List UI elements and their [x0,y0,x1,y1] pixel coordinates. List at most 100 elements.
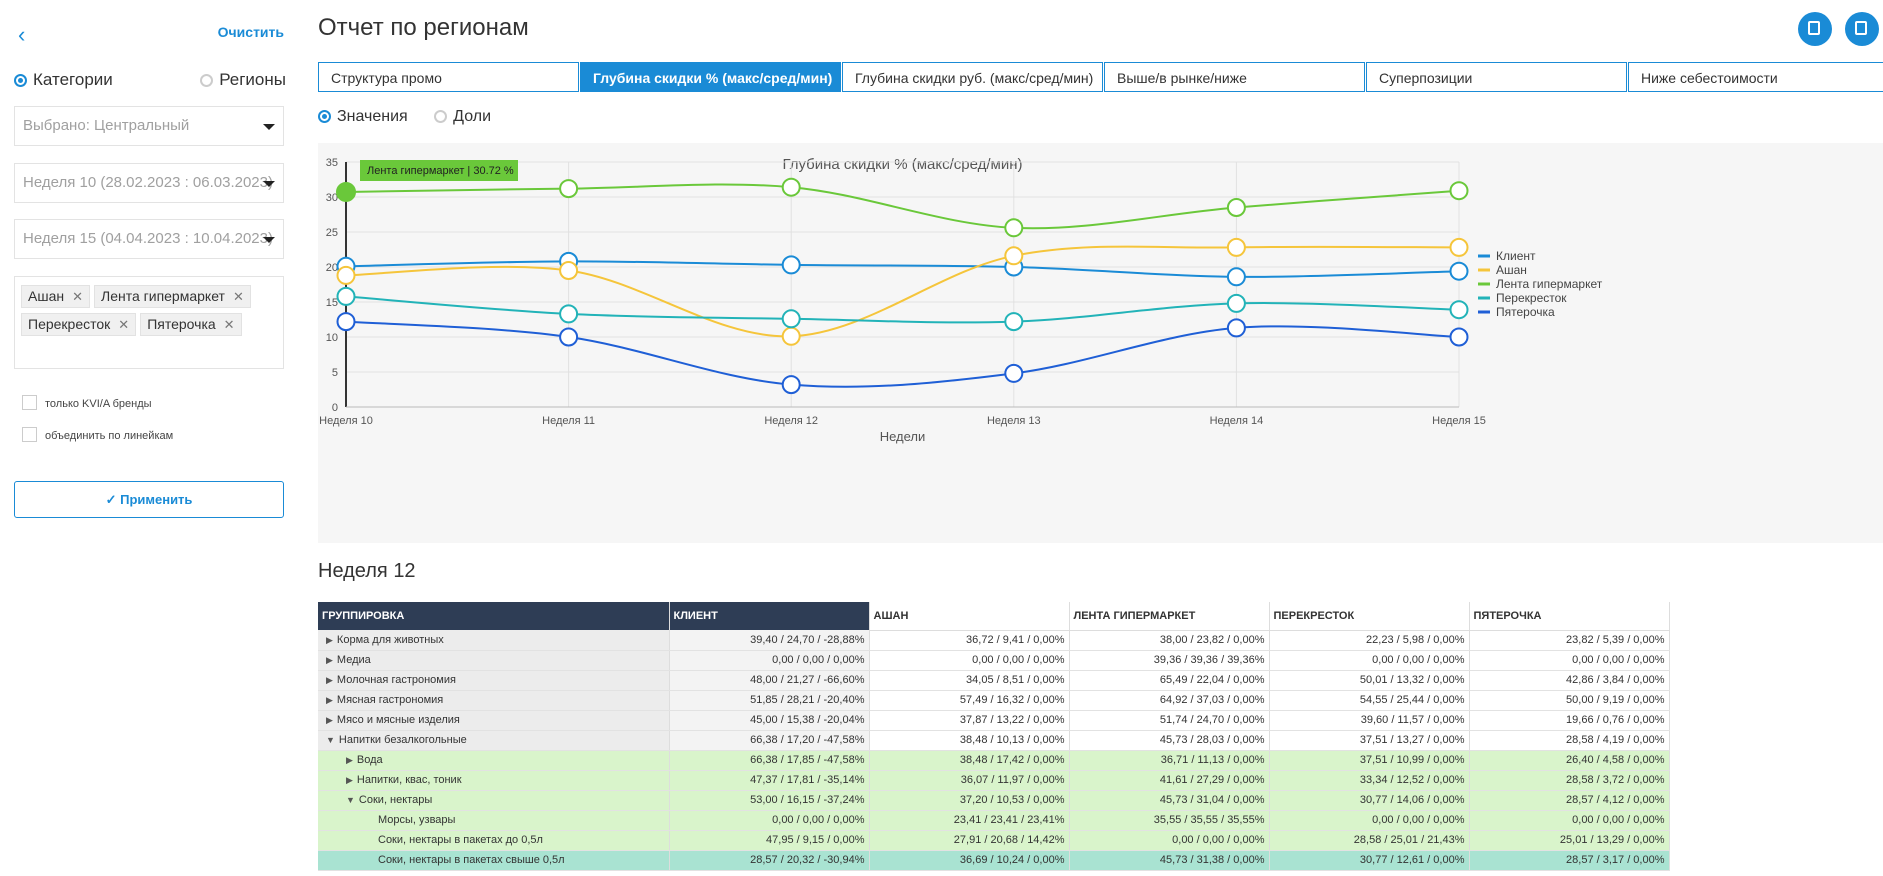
chevron-left-icon[interactable]: ‹ [18,22,26,47]
data-point [781,177,801,197]
value-cell: 37,51 / 13,27 / 0,00% [1269,730,1470,751]
value-cell: 53,00 / 16,15 / -37,24% [669,790,870,811]
value-cell: 50,00 / 9,19 / 0,00% [1469,690,1670,711]
radio-shares[interactable]: Доли [434,108,513,125]
caret-down-icon [263,237,275,243]
table-row[interactable]: ▶ Вода 66,38 / 17,85 / -47,58% 38,48 / 17,4… [318,750,1670,771]
value-cell: 30,77 / 14,06 / 0,00% [1269,790,1470,811]
expand-icon[interactable]: ▶ [326,634,333,645]
data-point [336,286,356,306]
table-row[interactable]: ▶ Медиа 0,00 / 0,00 / 0,00% 0,00 / 0,00 / 0… [318,650,1670,671]
table-row[interactable]: ▶ Мясо и мясные изделия 45,00 / 15,38 / -2… [318,710,1670,731]
row-group-cell: Соки, нектары в пакетах до 0,5л [318,830,670,851]
value-cell: 0,00 / 0,00 / 0,00% [869,650,1070,671]
radio-categories[interactable]: Категории [14,70,113,90]
radio-regions[interactable]: Регионы [200,70,286,90]
table-row[interactable]: ▼ Напитки безалкогольные 66,38 / 17,20 / -… [318,730,1670,751]
table-row[interactable]: Морсы, узвары 0,00 / 0,00 / 0,00% 23,41 / … [318,810,1670,831]
series-line [345,245,1460,338]
clear-button[interactable]: Очистить [217,24,284,40]
data-point [1449,181,1469,201]
download-pdf-icon[interactable] [1798,12,1832,46]
series-line [345,295,1460,324]
header-pyaterochka[interactable]: ПЯТЕРОЧКА [1469,602,1670,631]
radio-on-icon [14,74,27,87]
kvi-checkbox[interactable]: только KVI/A бренды [22,395,152,410]
apply-button[interactable]: ✓ Применить [14,481,284,518]
collapse-icon[interactable]: ▼ [326,735,335,745]
close-icon[interactable]: ✕ [232,289,244,304]
expand-icon[interactable]: ▶ [326,655,333,665]
export-excel-icon[interactable] [1845,12,1879,46]
row-group-cell: ▶ Мясная гастрономия [318,690,670,711]
value-cell: 39,40 / 24,70 / -28,88% [669,630,870,651]
header-client[interactable]: КЛИЕНТ [669,602,870,630]
value-cell: 51,85 / 28,21 / -20,40% [669,690,870,711]
close-icon[interactable]: ✕ [118,317,130,332]
table-row[interactable]: ▶ Напитки, квас, тоник 47,37 / 17,81 / -35… [318,770,1670,791]
expand-icon[interactable]: ▶ [326,695,333,705]
region-select[interactable]: Выбрано: Центральный [14,106,284,146]
value-cell: 27,91 / 20,68 / 14,42% [869,830,1070,851]
data-point [559,261,579,280]
value-cell: 57,49 / 16,32 / 0,00% [869,690,1070,711]
row-label: Мясная гастрономия [336,694,444,706]
row-label: Соки, нектары в пакетах до 0,5л [378,834,543,846]
data-point [1449,300,1469,320]
tab-discount-percent[interactable]: Глубина скидки % (макс/сред/мин) [580,62,841,92]
value-cell: 48,00 / 21,27 / -66,60% [669,670,870,691]
tab-promo-structure[interactable]: Структура промо [318,62,579,92]
row-label: Молочная гастрономия [336,674,456,686]
x-tick-label: Неделя 15 [1432,415,1486,427]
tab-below-cost[interactable]: Ниже себестоимости [1628,62,1883,92]
tab-superpositions[interactable]: Суперпозиции [1366,62,1627,92]
expand-icon[interactable]: ▶ [326,675,333,685]
table-row[interactable]: ▶ Мясная гастрономия 51,85 / 28,21 / -20,4… [318,690,1670,711]
value-cell: 25,01 / 13,29 / 0,00% [1469,830,1670,851]
table-row[interactable]: Соки, нектары в пакетах свыше 0,5л 28,57 … [318,850,1670,871]
value-cell: 23,82 / 5,39 / 0,00% [1469,630,1670,651]
data-point [336,312,356,332]
row-label: Напитки, квас, тоник [356,774,462,786]
expand-icon[interactable]: ▶ [346,775,353,785]
close-icon[interactable]: ✕ [223,317,235,332]
table-row[interactable]: ▼ Соки, нектары 53,00 / 16,15 / -37,24% 37,… [318,790,1670,811]
data-point [1004,246,1024,266]
tab-discount-rub[interactable]: Глубина скидки руб. (макс/сред/мин) [842,62,1103,92]
header-ashan[interactable]: АШАН [869,602,1070,631]
report-main: Отчет по регионам Структура промо Глубин… [300,0,1883,876]
table-row[interactable]: ▶ Молочная гастрономия 48,00 / 21,27 / -66… [318,670,1670,691]
table-row[interactable]: ▶ Корма для животных 39,40 / 24,70 / -28,8… [318,630,1670,651]
merge-lines-checkbox[interactable]: объединить по линейкам [22,427,173,442]
radio-values[interactable]: Значения [318,108,430,125]
close-icon[interactable]: ✕ [72,289,83,304]
header-perekrestok[interactable]: ПЕРЕКРЕСТОК [1269,602,1470,631]
header-grouping[interactable]: ГРУППИРОВКА [318,602,670,630]
row-group-cell: ▶ Вода [318,750,670,771]
tab-market-position[interactable]: Выше/в рынке/ниже [1104,62,1365,92]
y-tick-label: 30 [326,192,338,204]
expand-icon[interactable]: ▶ [346,755,353,765]
x-tick-label: Неделя 10 [319,415,373,427]
table-row[interactable]: Соки, нектары в пакетах до 0,5л 47,95 / 9… [318,830,1670,851]
row-group-cell: ▶ Мясо и мясные изделия [318,710,670,731]
series-line [345,320,1460,388]
retailer-multiselect[interactable]: Ашан ✕ Лента гипермаркет ✕ Перекресток ✕ Пятер… [14,276,284,369]
value-mode-toggle: Значения Доли [318,108,513,126]
data-point [559,327,579,347]
value-cell: 0,00 / 0,00 / 0,00% [1469,810,1670,831]
value-cell: 47,37 / 17,81 / -35,14% [669,770,870,791]
table-header-row: ГРУППИРОВКА КЛИЕНТ АШАН ЛЕНТА ГИПЕРМАРКЕ… [318,602,1670,631]
week-to-select[interactable]: Неделя 15 (04.04.2023 : 10.04.2023) [14,219,284,259]
value-cell: 45,00 / 15,38 / -20,04% [669,710,870,731]
collapse-icon[interactable]: ▼ [346,795,355,805]
expand-icon[interactable]: ▶ [326,715,333,725]
value-cell: 33,34 / 12,52 / 0,00% [1269,770,1470,791]
header-lenta[interactable]: ЛЕНТА ГИПЕРМАРКЕТ [1069,602,1270,631]
week-from-select[interactable]: Неделя 10 (28.02.2023 : 06.03.2023) [14,163,284,203]
value-cell: 37,20 / 10,53 / 0,00% [869,790,1070,811]
row-group-cell: ▶ Молочная гастрономия [318,670,670,691]
row-label: Вода [356,754,383,766]
y-tick-label: 25 [326,227,338,239]
radio-off-icon [434,110,448,123]
